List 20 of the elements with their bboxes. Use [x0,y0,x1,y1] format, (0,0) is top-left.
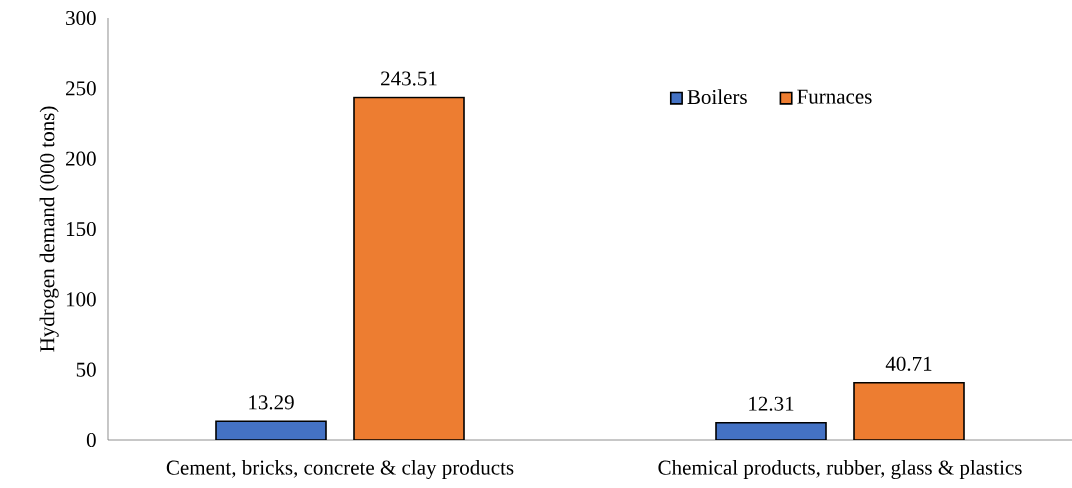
y-axis-title: Hydrogen demand (000 tons) [39,106,59,352]
y-tick-label: 0 [86,432,96,448]
bar [215,420,327,440]
bar [353,96,465,440]
data-label: 243.51 [381,71,437,86]
x-tick-label: Chemical products, rubber, glass & plastics [658,459,1022,480]
data-label: 40.71 [885,356,932,371]
y-tick-label: 250 [66,81,96,96]
y-tick-label: 50 [76,362,96,377]
y-tick-label: 300 [66,10,96,26]
y-tick-label: 200 [66,151,96,166]
x-tick-label: Cement, bricks, concrete & clay products [166,459,514,480]
bar [853,381,965,440]
y-tick-label: 150 [66,221,96,237]
y-tick-label: 100 [66,292,96,307]
data-label: 12.31 [749,396,794,411]
bar [715,421,827,440]
data-label: 13.29 [249,395,294,410]
legend-label: Furnaces [797,89,872,104]
legend-label: Boilers [687,89,747,105]
